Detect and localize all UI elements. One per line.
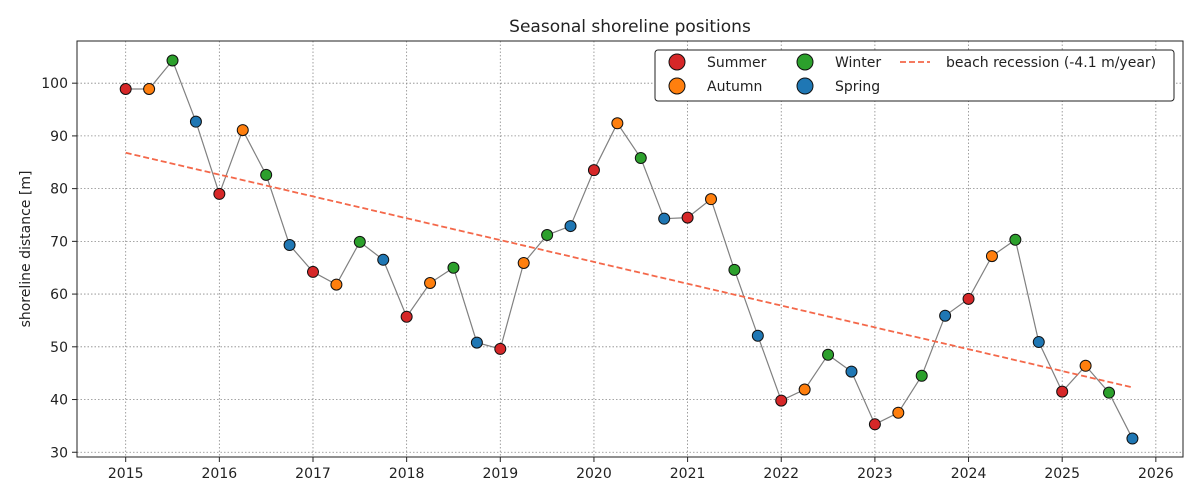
data-point-winter [1009,233,1022,246]
data-point-spring [470,336,483,349]
data-point-autumn [330,278,343,291]
data-point-spring [658,212,671,225]
data-point-autumn [424,277,437,290]
data-point-autumn [705,193,718,206]
legend-marker-summer [668,53,686,71]
data-point-spring [939,309,952,322]
x-tick-label: 2025 [1044,466,1080,482]
data-point-winter [822,348,835,361]
y-tick-label: 50 [50,340,68,356]
legend-label: Autumn [707,79,762,95]
data-point-winter [166,54,179,67]
y-tick-label: 60 [50,287,68,303]
legend-label: Spring [835,79,880,95]
y-tick-label: 70 [50,234,68,250]
data-point-summer [400,310,413,323]
series-line [125,59,1133,439]
data-point-summer [681,211,694,224]
plot-frame [76,40,1184,458]
x-tick-label: 2022 [763,466,799,482]
legend-box [654,49,1175,102]
legend-label: Summer [707,55,767,71]
x-tick-label: 2024 [951,466,987,482]
x-tick-label: 2016 [202,466,238,482]
legend-label: Winter [835,55,881,71]
legend-label: beach recession (-4.1 m/year) [946,55,1156,71]
data-point-winter [260,168,273,181]
data-point-spring [845,365,858,378]
data-point-summer [775,394,788,407]
data-point-summer [587,164,600,177]
data-point-summer [1056,385,1069,398]
data-point-winter [915,369,928,382]
data-point-summer [868,418,881,431]
y-tick-label: 80 [50,182,68,198]
data-point-spring [283,239,296,252]
data-point-summer [119,82,132,95]
x-tick-label: 2015 [108,466,144,482]
y-tick-label: 30 [50,445,68,461]
data-point-autumn [1079,359,1092,372]
x-tick-label: 2021 [670,466,706,482]
data-point-winter [728,263,741,276]
data-point-autumn [143,82,156,95]
x-tick-label: 2017 [295,466,331,482]
legend-marker-winter [796,53,814,71]
data-point-autumn [236,124,249,137]
y-tick-label: 40 [50,393,68,409]
data-point-summer [494,342,507,355]
data-point-spring [377,253,390,266]
x-tick-label: 2018 [389,466,425,482]
data-point-autumn [798,383,811,396]
x-tick-label: 2026 [1138,466,1174,482]
data-point-autumn [517,256,530,269]
data-point-winter [634,152,647,165]
data-point-spring [1126,432,1139,445]
legend-marker-autumn [668,77,686,95]
y-axis-label: shoreline distance [m] [18,171,34,328]
chart-title: Seasonal shoreline positions [509,17,751,37]
data-point-autumn [892,406,905,419]
data-point-winter [447,261,460,274]
data-point-winter [1103,386,1116,399]
data-point-autumn [985,250,998,263]
data-point-spring [751,329,764,342]
trend-line [125,151,1133,389]
x-tick-label: 2019 [482,466,518,482]
data-point-winter [353,235,366,248]
x-tick-label: 2023 [857,466,893,482]
y-tick-label: 90 [50,129,68,145]
data-point-spring [1032,336,1045,349]
y-tick-label: 100 [41,76,68,92]
data-point-summer [962,292,975,305]
data-point-spring [564,220,577,233]
x-tick-label: 2020 [576,466,612,482]
data-point-spring [189,115,202,128]
data-point-winter [541,229,554,242]
legend-marker-spring [796,77,814,95]
data-point-summer [213,187,226,200]
data-point-autumn [611,117,624,130]
data-point-summer [306,265,319,278]
